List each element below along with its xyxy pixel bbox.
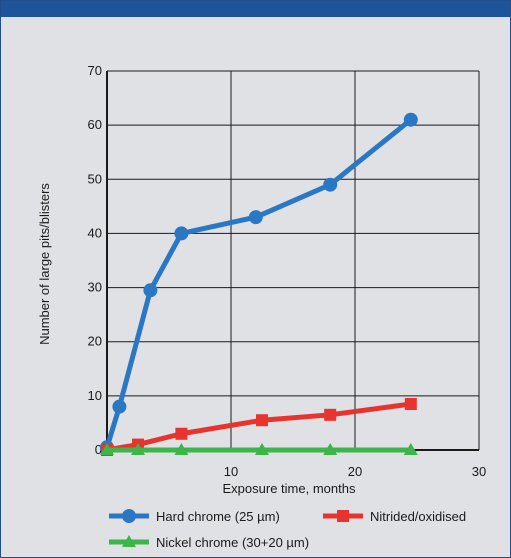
legend-label: Hard chrome (25 µm) [156,509,280,524]
data-point [403,443,418,455]
legend-item: Nitrided/oxidised [323,509,466,524]
legend-marker [337,510,349,522]
series-line [106,401,412,453]
y-tick-label: 0 [95,442,102,457]
data-point [255,443,269,455]
data-point [256,414,268,427]
series-line [104,117,413,449]
data-point [323,177,338,192]
y-tick-label: 50 [88,171,102,186]
data-point [174,443,189,455]
data-point [324,408,337,421]
x-tick-label: 20 [348,464,362,479]
legend-item: Nickel chrome (30+20 µm) [109,535,309,550]
data-point [100,443,114,455]
x-axis-title: Exposure time, months [223,481,356,496]
y-tick-label: 20 [88,334,102,349]
y-tick-labels: 0 10 20 30 40 50 60 70 [88,63,102,457]
y-axis-title: Number of large pits/blisters [37,183,52,345]
y-tick-label: 10 [88,388,102,403]
data-point [143,283,158,298]
series-triangle [100,443,418,455]
y-tick-label: 60 [88,117,102,132]
data-point [323,443,338,455]
data-point [131,443,145,455]
grid [106,70,480,451]
y-tick-label: 30 [88,280,102,295]
data-point [403,112,418,127]
data-point [174,226,189,241]
data-point [248,210,263,225]
legend: Hard chrome (25 µm) Nitrided/oxidised Nick… [109,509,466,550]
data-point [175,427,188,440]
x-tick-label: 10 [224,464,238,479]
series-circle [100,112,418,455]
data-point [404,397,417,410]
legend-marker [122,535,136,547]
legend-marker [122,509,136,523]
header-bar [1,1,510,17]
y-tick-label: 70 [88,63,102,78]
y-tick-label: 40 [88,225,102,240]
data-point [112,399,127,414]
x-tick-label: 30 [472,464,486,479]
x-tick-labels: 10 20 30 [224,464,486,479]
legend-label: Nitrided/oxidised [370,509,466,524]
series-square [101,397,417,456]
series [100,112,418,456]
legend-item: Hard chrome (25 µm) [109,509,280,524]
legend-label: Nickel chrome (30+20 µm) [156,535,309,550]
